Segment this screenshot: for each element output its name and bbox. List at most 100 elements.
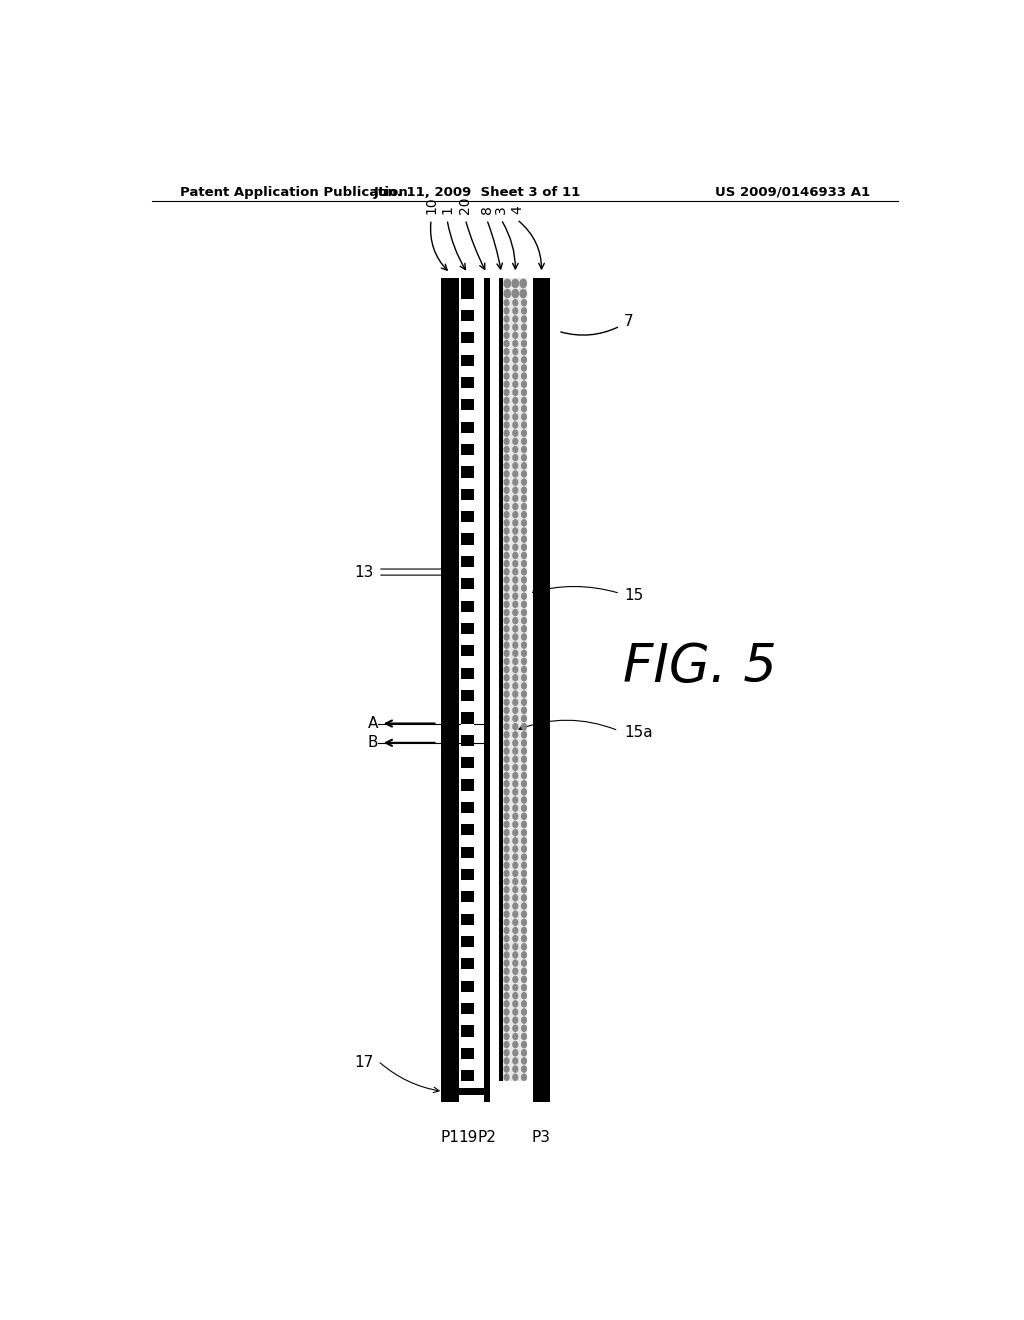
Bar	[461, 568, 474, 578]
Bar	[441, 298, 459, 1081]
Circle shape	[504, 708, 509, 713]
Circle shape	[521, 577, 526, 583]
Circle shape	[521, 903, 526, 909]
Circle shape	[504, 512, 509, 517]
Circle shape	[513, 552, 518, 558]
Circle shape	[521, 585, 526, 591]
Circle shape	[513, 1041, 518, 1048]
Circle shape	[504, 993, 509, 999]
Circle shape	[521, 659, 526, 664]
Bar	[489, 298, 500, 1081]
Circle shape	[521, 805, 526, 812]
Circle shape	[513, 1008, 518, 1015]
Circle shape	[513, 879, 518, 884]
Bar	[461, 925, 474, 936]
Circle shape	[504, 487, 509, 494]
Circle shape	[504, 280, 511, 288]
Circle shape	[521, 936, 526, 941]
Circle shape	[521, 364, 526, 371]
Bar	[532, 279, 550, 298]
Circle shape	[521, 682, 526, 689]
Circle shape	[504, 618, 509, 624]
Bar	[532, 1081, 550, 1102]
Circle shape	[513, 300, 518, 306]
Circle shape	[513, 813, 518, 820]
Circle shape	[521, 642, 526, 648]
Circle shape	[504, 463, 509, 469]
Circle shape	[513, 446, 518, 453]
Circle shape	[504, 977, 509, 982]
Text: P2: P2	[477, 1130, 497, 1144]
Circle shape	[513, 1026, 518, 1031]
Circle shape	[504, 300, 509, 306]
Circle shape	[513, 577, 518, 583]
Circle shape	[504, 952, 509, 958]
Circle shape	[513, 374, 518, 379]
Circle shape	[504, 838, 509, 843]
Circle shape	[513, 846, 518, 851]
Circle shape	[504, 715, 509, 722]
Circle shape	[504, 333, 509, 338]
Bar	[461, 500, 474, 511]
Circle shape	[504, 341, 509, 347]
Circle shape	[521, 1067, 526, 1072]
Circle shape	[513, 364, 518, 371]
Circle shape	[504, 348, 509, 355]
Circle shape	[504, 731, 509, 738]
Circle shape	[504, 968, 509, 974]
Circle shape	[504, 471, 509, 477]
Circle shape	[521, 618, 526, 624]
Circle shape	[513, 1057, 518, 1064]
Circle shape	[513, 928, 518, 933]
Circle shape	[504, 960, 509, 966]
Circle shape	[513, 838, 518, 843]
Circle shape	[504, 780, 509, 787]
Circle shape	[521, 829, 526, 836]
Circle shape	[521, 397, 526, 404]
Circle shape	[521, 348, 526, 355]
Circle shape	[513, 487, 518, 494]
Bar	[461, 589, 474, 601]
Circle shape	[504, 561, 509, 566]
Circle shape	[513, 1018, 518, 1023]
Circle shape	[504, 1026, 509, 1031]
Circle shape	[513, 569, 518, 574]
Circle shape	[512, 280, 518, 288]
Circle shape	[513, 968, 518, 974]
Circle shape	[521, 952, 526, 958]
Circle shape	[521, 1001, 526, 1007]
Bar	[461, 611, 474, 623]
Bar	[461, 321, 474, 333]
Bar	[461, 948, 474, 958]
Circle shape	[504, 756, 509, 763]
Circle shape	[504, 813, 509, 820]
Bar	[461, 746, 474, 758]
Circle shape	[504, 430, 509, 436]
Circle shape	[504, 1034, 509, 1040]
Circle shape	[513, 561, 518, 566]
Circle shape	[504, 1057, 509, 1064]
Circle shape	[513, 700, 518, 705]
Circle shape	[504, 610, 509, 615]
Circle shape	[504, 928, 509, 933]
Circle shape	[521, 838, 526, 843]
Bar	[461, 903, 474, 913]
Bar	[461, 298, 474, 310]
Circle shape	[504, 356, 509, 363]
Text: FIG. 5: FIG. 5	[623, 640, 776, 693]
Circle shape	[504, 700, 509, 705]
Bar	[461, 1036, 474, 1048]
Bar	[500, 298, 504, 1081]
Circle shape	[513, 805, 518, 812]
Circle shape	[521, 634, 526, 640]
Circle shape	[513, 479, 518, 486]
Circle shape	[504, 1074, 509, 1080]
Circle shape	[513, 585, 518, 591]
Bar	[527, 298, 532, 1081]
Circle shape	[513, 715, 518, 722]
Circle shape	[504, 879, 509, 884]
Circle shape	[513, 405, 518, 412]
Text: US 2009/0146933 A1: US 2009/0146933 A1	[715, 186, 870, 199]
Circle shape	[521, 764, 526, 771]
Text: 10: 10	[424, 197, 438, 214]
